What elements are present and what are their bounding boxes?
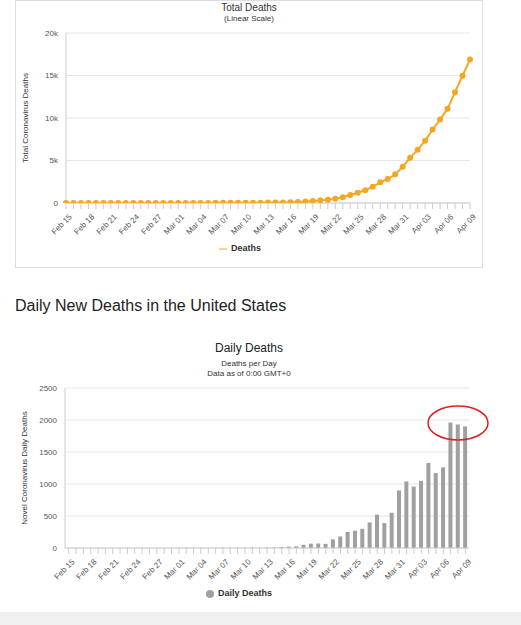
svg-text:Mar 19: Mar 19 [297, 212, 321, 236]
html-text:Daily Deaths: Daily Deaths [218, 588, 272, 598]
svg-text:Mar 16: Mar 16 [274, 212, 298, 236]
svg-text:5k: 5k [50, 156, 59, 165]
svg-text:2000: 2000 [39, 416, 57, 425]
svg-text:Mar 01: Mar 01 [163, 557, 187, 581]
svg-text:Mar 22: Mar 22 [319, 212, 343, 236]
svg-text:Mar 25: Mar 25 [342, 212, 366, 236]
svg-text:Mar 25: Mar 25 [339, 557, 363, 581]
svg-text:20k: 20k [45, 29, 59, 38]
svg-text:Total Coronavirus Deaths: Total Coronavirus Deaths [21, 73, 30, 163]
svg-text:10k: 10k [45, 114, 59, 123]
svg-text:Feb 15: Feb 15 [50, 212, 74, 236]
html-text:Daily Deaths: Daily Deaths [215, 341, 283, 355]
svg-text:15k: 15k [45, 71, 59, 80]
svg-text:Mar 04: Mar 04 [185, 557, 209, 581]
svg-text:Mar 31: Mar 31 [383, 557, 407, 581]
svg-text:Mar 10: Mar 10 [229, 212, 253, 236]
svg-text:Apr 03: Apr 03 [406, 557, 429, 580]
svg-text:Feb 24: Feb 24 [117, 212, 141, 236]
svg-text:Mar 07: Mar 07 [207, 212, 231, 236]
svg-text:Mar 07: Mar 07 [207, 557, 231, 581]
svg-text:Mar 10: Mar 10 [229, 557, 253, 581]
svg-text:Feb 21: Feb 21 [95, 212, 119, 236]
svg-text:Mar 04: Mar 04 [184, 212, 208, 236]
svg-text:Mar 01: Mar 01 [162, 212, 186, 236]
svg-text:Novel Coronavirus Daily Deaths: Novel Coronavirus Daily Deaths [20, 411, 29, 524]
html-text:Deaths per Day: Deaths per Day [221, 359, 277, 368]
svg-text:Feb 27: Feb 27 [141, 557, 165, 581]
svg-text:Mar 31: Mar 31 [386, 212, 410, 236]
svg-text:Feb 18: Feb 18 [75, 557, 99, 581]
svg-text:1000: 1000 [39, 480, 57, 489]
svg-text:Feb 24: Feb 24 [119, 557, 143, 581]
html-text:Total Deaths: Total Deaths [221, 2, 277, 13]
svg-text:Mar 22: Mar 22 [317, 557, 341, 581]
svg-text:Apr 09: Apr 09 [455, 212, 478, 235]
html-text:Daily New Deaths in the United: Daily New Deaths in the United States [15, 297, 287, 314]
svg-text:Feb 18: Feb 18 [72, 212, 96, 236]
html-text:Data as of 0:00 GMT+0: Data as of 0:00 GMT+0 [207, 369, 291, 378]
svg-text:Apr 09: Apr 09 [450, 557, 473, 580]
svg-text:Mar 16: Mar 16 [273, 557, 297, 581]
svg-text:Feb 27: Feb 27 [140, 212, 164, 236]
svg-text:Mar 19: Mar 19 [295, 557, 319, 581]
svg-text:2500: 2500 [39, 384, 57, 393]
svg-text:Apr 03: Apr 03 [410, 212, 433, 235]
svg-text:Apr 06: Apr 06 [428, 557, 451, 580]
svg-text:Mar 13: Mar 13 [251, 557, 275, 581]
svg-text:Feb 21: Feb 21 [97, 557, 121, 581]
html-text:(Linear Scale): (Linear Scale) [224, 14, 274, 23]
svg-text:Mar 13: Mar 13 [252, 212, 276, 236]
svg-text:Feb 15: Feb 15 [52, 557, 76, 581]
svg-text:0: 0 [53, 544, 58, 553]
html-text:Deaths: Deaths [231, 243, 261, 253]
svg-text:500: 500 [44, 512, 58, 521]
svg-text:Mar 28: Mar 28 [361, 557, 385, 581]
svg-text:1500: 1500 [39, 448, 57, 457]
svg-text:Apr 06: Apr 06 [432, 212, 455, 235]
svg-text:0: 0 [54, 199, 59, 208]
svg-text:Mar 28: Mar 28 [364, 212, 388, 236]
